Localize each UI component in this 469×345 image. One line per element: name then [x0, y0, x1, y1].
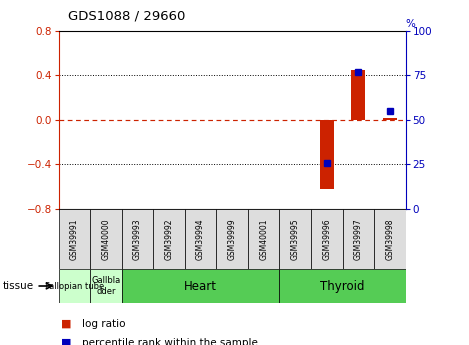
- Bar: [90, 269, 122, 303]
- Text: log ratio: log ratio: [82, 319, 126, 328]
- Text: tissue: tissue: [2, 281, 33, 291]
- Bar: [90, 209, 122, 269]
- Text: GSM39995: GSM39995: [291, 218, 300, 260]
- Text: GSM39999: GSM39999: [227, 218, 237, 260]
- Bar: [122, 209, 153, 269]
- Bar: [280, 209, 311, 269]
- Text: Thyroid: Thyroid: [320, 279, 365, 293]
- Text: GSM39996: GSM39996: [322, 218, 331, 260]
- Text: ■: ■: [61, 338, 71, 345]
- Bar: [185, 209, 216, 269]
- Text: percentile rank within the sample: percentile rank within the sample: [82, 338, 258, 345]
- Bar: [374, 209, 406, 269]
- Bar: [248, 209, 280, 269]
- Bar: [216, 209, 248, 269]
- Bar: [351, 70, 365, 120]
- Bar: [383, 118, 397, 120]
- Bar: [59, 269, 90, 303]
- Text: GSM39991: GSM39991: [70, 218, 79, 260]
- Text: ■: ■: [61, 319, 71, 328]
- Text: GSM39993: GSM39993: [133, 218, 142, 260]
- Text: GSM39998: GSM39998: [386, 218, 394, 260]
- Text: GSM39992: GSM39992: [165, 218, 174, 260]
- Bar: [320, 120, 334, 189]
- Text: GDS1088 / 29660: GDS1088 / 29660: [68, 9, 185, 22]
- Bar: [59, 209, 90, 269]
- Bar: [153, 209, 185, 269]
- Bar: [311, 209, 342, 269]
- Text: GSM40001: GSM40001: [259, 218, 268, 260]
- Bar: [122, 269, 280, 303]
- Text: %: %: [406, 19, 416, 29]
- Text: Fallopian tube: Fallopian tube: [45, 282, 104, 290]
- Text: GSM40000: GSM40000: [101, 218, 111, 260]
- Text: Gallbla
dder: Gallbla dder: [91, 276, 121, 296]
- Text: Heart: Heart: [184, 279, 217, 293]
- Text: GSM39994: GSM39994: [196, 218, 205, 260]
- Bar: [342, 209, 374, 269]
- Bar: [280, 269, 406, 303]
- Text: GSM39997: GSM39997: [354, 218, 363, 260]
